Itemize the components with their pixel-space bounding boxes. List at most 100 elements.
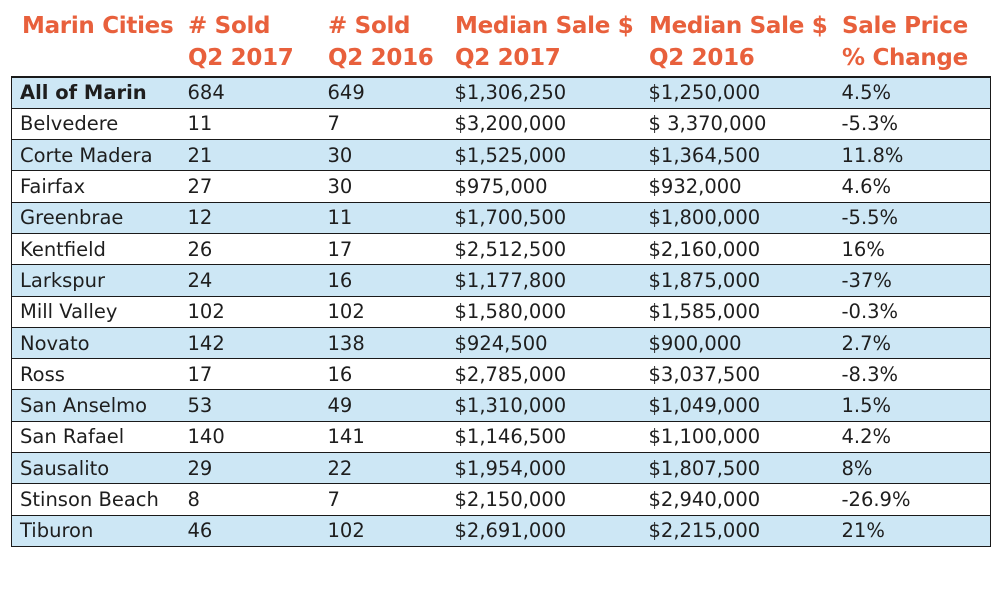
cell-sold-2017: 102 — [179, 295, 320, 328]
cell-price-change: 16% — [833, 232, 991, 266]
header-median-2016: Median Sale $ Q2 2016 — [649, 13, 828, 71]
cell-median-2017: $975,000 — [446, 170, 641, 203]
cell-sold-2017: 26 — [179, 232, 320, 266]
cell-sold-2017: 46 — [179, 514, 320, 547]
cell-median-2016: $2,940,000 — [640, 483, 834, 516]
sales-table: All of Marin 684 649 $1,306,250 $1,250,000 4.… — [11, 75, 991, 547]
header-marin-cities: Marin Cities — [22, 13, 174, 39]
cell-sold-2017: 53 — [179, 389, 320, 422]
cell-sold-2016: 16 — [319, 358, 447, 391]
table-row: Fairfax 27 30 $975,000 $932,000 4.6% — [11, 170, 991, 203]
cell-sold-2016: 102 — [319, 295, 447, 328]
table-row: Tiburon 46 102 $2,691,000 $2,215,000 21% — [11, 514, 991, 547]
cell-median-2017: $2,785,000 — [446, 358, 641, 391]
cell-sold-2016: 16 — [319, 264, 447, 297]
cell-median-2017: $3,200,000 — [446, 107, 641, 141]
cell-median-2017: $1,306,250 — [446, 75, 641, 109]
cell-median-2016: $932,000 — [640, 170, 834, 203]
cell-sold-2016: 30 — [319, 170, 447, 203]
cell-price-change: 21% — [833, 514, 991, 547]
cell-median-2017: $1,525,000 — [446, 139, 641, 172]
cell-city: All of Marin — [11, 75, 180, 109]
cell-price-change: 11.8% — [833, 139, 991, 172]
cell-city: Greenbrae — [11, 201, 180, 234]
cell-median-2017: $1,177,800 — [446, 264, 641, 297]
header-sold-2017: # Sold Q2 2017 — [188, 13, 294, 71]
cell-median-2016: $2,160,000 — [640, 232, 834, 266]
cell-sold-2016: 11 — [319, 201, 447, 234]
table-row: Kentfield 26 17 $2,512,500 $2,160,000 16% — [11, 232, 991, 266]
cell-sold-2016: 7 — [319, 107, 447, 141]
header-sold-2016: # Sold Q2 2016 — [328, 13, 434, 71]
cell-median-2016: $1,364,500 — [640, 139, 834, 172]
cell-price-change: 4.2% — [833, 420, 991, 454]
cell-city: Belvedere — [11, 107, 180, 141]
cell-sold-2016: 102 — [319, 514, 447, 547]
cell-sold-2016: 141 — [319, 420, 447, 454]
cell-price-change: -5.5% — [833, 201, 991, 234]
table-row: Ross 17 16 $2,785,000 $3,037,500 -8.3% — [11, 358, 991, 391]
table-row: Novato 142 138 $924,500 $900,000 2.7% — [11, 326, 991, 360]
cell-sold-2016: 49 — [319, 389, 447, 422]
cell-median-2016: $2,215,000 — [640, 514, 834, 547]
table-row: Mill Valley 102 102 $1,580,000 $1,585,000 -0.… — [11, 295, 991, 328]
cell-price-change: 2.7% — [833, 326, 991, 360]
cell-price-change: -8.3% — [833, 358, 991, 391]
cell-city: Ross — [11, 358, 180, 391]
cell-median-2016: $1,807,500 — [640, 452, 834, 485]
cell-median-2017: $2,512,500 — [446, 232, 641, 266]
cell-city: Kentfield — [11, 232, 180, 266]
cell-sold-2017: 17 — [179, 358, 320, 391]
table-row: All of Marin 684 649 $1,306,250 $1,250,000 4.… — [11, 75, 991, 109]
cell-city: Tiburon — [11, 514, 180, 547]
cell-median-2017: $2,691,000 — [446, 514, 641, 547]
cell-sold-2017: 21 — [179, 139, 320, 172]
cell-median-2016: $1,250,000 — [640, 75, 834, 109]
cell-sold-2017: 140 — [179, 420, 320, 454]
cell-median-2016: $3,037,500 — [640, 358, 834, 391]
cell-sold-2017: 24 — [179, 264, 320, 297]
cell-median-2017: $1,310,000 — [446, 389, 641, 422]
cell-median-2016: $900,000 — [640, 326, 834, 360]
cell-price-change: -0.3% — [833, 295, 991, 328]
cell-sold-2017: 12 — [179, 201, 320, 234]
cell-median-2016: $1,049,000 — [640, 389, 834, 422]
header-median-2017: Median Sale $ Q2 2017 — [455, 13, 634, 71]
cell-median-2016: $1,800,000 — [640, 201, 834, 234]
table-row: Stinson Beach 8 7 $2,150,000 $2,940,000 -26.9… — [11, 483, 991, 516]
cell-sold-2016: 30 — [319, 139, 447, 172]
header-price-change: Sale Price % Change — [842, 13, 968, 71]
cell-sold-2016: 138 — [319, 326, 447, 360]
cell-city: San Anselmo — [11, 389, 180, 422]
cell-city: Corte Madera — [11, 139, 180, 172]
cell-median-2017: $924,500 — [446, 326, 641, 360]
table-row: Corte Madera 21 30 $1,525,000 $1,364,500 11.8… — [11, 139, 991, 172]
cell-sold-2016: 649 — [319, 75, 447, 109]
cell-price-change: 1.5% — [833, 389, 991, 422]
cell-city: Larkspur — [11, 264, 180, 297]
cell-sold-2017: 27 — [179, 170, 320, 203]
cell-median-2016: $1,875,000 — [640, 264, 834, 297]
cell-sold-2016: 7 — [319, 483, 447, 516]
cell-sold-2017: 8 — [179, 483, 320, 516]
cell-city: San Rafael — [11, 420, 180, 454]
cell-sold-2017: 11 — [179, 107, 320, 141]
table-row: Belvedere 11 7 $3,200,000 $ 3,370,000 -5.3% — [11, 107, 991, 141]
cell-city: Sausalito — [11, 452, 180, 485]
cell-city: Novato — [11, 326, 180, 360]
cell-price-change: -37% — [833, 264, 991, 297]
cell-city: Fairfax — [11, 170, 180, 203]
cell-sold-2017: 142 — [179, 326, 320, 360]
cell-median-2017: $1,954,000 — [446, 452, 641, 485]
cell-median-2017: $1,146,500 — [446, 420, 641, 454]
table-header: Marin Cities # Sold Q2 2017 # Sold Q2 20… — [0, 0, 1000, 76]
table-row: Larkspur 24 16 $1,177,800 $1,875,000 -37% — [11, 264, 991, 297]
cell-price-change: 8% — [833, 452, 991, 485]
cell-city: Stinson Beach — [11, 483, 180, 516]
cell-sold-2016: 17 — [319, 232, 447, 266]
cell-price-change: 4.5% — [833, 75, 991, 109]
table-row: Greenbrae 12 11 $1,700,500 $1,800,000 -5.5% — [11, 201, 991, 234]
cell-sold-2017: 684 — [179, 75, 320, 109]
cell-price-change: -5.3% — [833, 107, 991, 141]
